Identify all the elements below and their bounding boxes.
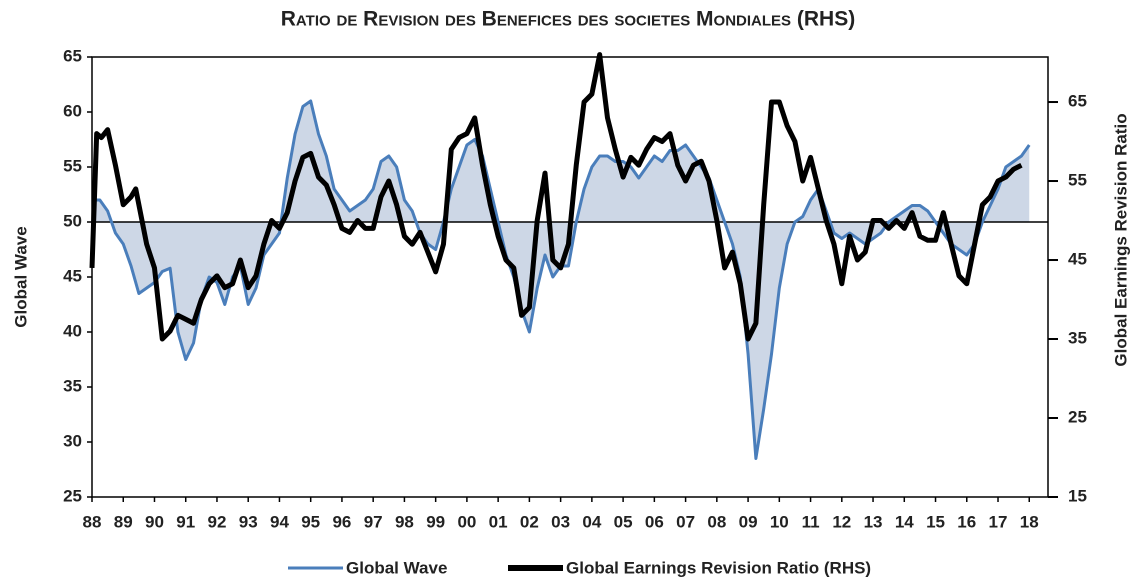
- x-tick-label: 98: [395, 512, 414, 531]
- line: [89, 52, 1023, 342]
- x-tick-label: 93: [239, 512, 258, 531]
- legend-label: Global Earnings Revision Ratio (RHS): [566, 558, 871, 577]
- x-tick-label: 04: [582, 512, 601, 531]
- x-tick-label: 09: [739, 512, 758, 531]
- x-tick-label: 99: [426, 512, 445, 531]
- y2-tick-label: 55: [1068, 171, 1087, 190]
- y-tick-label: 40: [63, 321, 82, 340]
- y-tick-label: 60: [63, 101, 82, 120]
- y2-tick-label: 65: [1068, 92, 1087, 111]
- y2-tick-label: 15: [1068, 486, 1087, 505]
- x-tick-label: 06: [645, 512, 664, 531]
- chart-title: Ratio de Revision des Benefices des soci…: [281, 8, 855, 31]
- x-tick-label: 15: [926, 512, 945, 531]
- x-tick-label: 07: [676, 512, 695, 531]
- x-tick-label: 05: [614, 512, 633, 531]
- y-tick-label: 45: [63, 266, 82, 285]
- legend-label: Global Wave: [346, 558, 447, 577]
- y2-axis-label: Global Earnings Revision Ratio: [1111, 113, 1130, 366]
- y2-tick-label: 35: [1068, 328, 1087, 347]
- x-tick-label: 12: [832, 512, 851, 531]
- y-axis-label: Global Wave: [11, 226, 30, 327]
- x-tick-label: 00: [457, 512, 476, 531]
- x-tick-label: 08: [707, 512, 726, 531]
- x-tick-label: 02: [520, 512, 539, 531]
- x-tick-label: 01: [489, 512, 508, 531]
- x-tick-label: 13: [864, 512, 883, 531]
- y-tick-label: 50: [63, 211, 82, 230]
- x-tick-label: 97: [364, 512, 383, 531]
- y-tick-label: 55: [63, 156, 82, 175]
- x-tick-label: 95: [301, 512, 320, 531]
- x-tick-label: 18: [1020, 512, 1039, 531]
- x-tick-label: 89: [114, 512, 133, 531]
- x-tick-label: 91: [176, 512, 195, 531]
- x-tick-label: 03: [551, 512, 570, 531]
- x-tick-label: 17: [989, 512, 1008, 531]
- x-tick-label: 88: [83, 512, 102, 531]
- y-tick-label: 30: [63, 431, 82, 450]
- x-tick-label: 16: [957, 512, 976, 531]
- x-tick-label: 94: [270, 512, 289, 531]
- x-tick-label: 10: [770, 512, 789, 531]
- x-tick-label: 11: [802, 512, 820, 531]
- x-tick-label: 92: [208, 512, 227, 531]
- x-tick-label: 14: [895, 512, 914, 531]
- x-tick-label: 96: [332, 512, 351, 531]
- y-tick-label: 25: [63, 486, 82, 505]
- y2-tick-label: 25: [1068, 407, 1087, 426]
- y2-tick-label: 45: [1068, 250, 1087, 269]
- x-tick-label: 90: [145, 512, 164, 531]
- y-tick-label: 35: [63, 376, 82, 395]
- y-tick-label: 65: [63, 46, 82, 65]
